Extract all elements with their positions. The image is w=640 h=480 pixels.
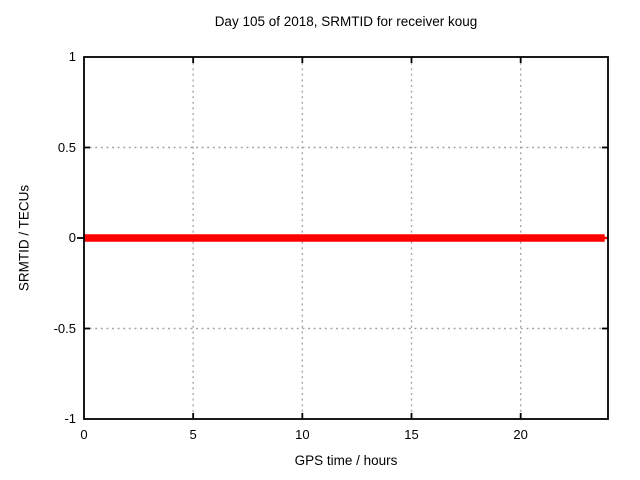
x-axis-title: GPS time / hours	[294, 453, 398, 468]
x-tick-label: 20	[513, 427, 528, 442]
x-tick-label: 5	[189, 427, 197, 442]
x-tick-label: 10	[295, 427, 310, 442]
chart-title: Day 105 of 2018, SRMTID for receiver kou…	[214, 14, 478, 29]
y-tick-label: -1	[64, 411, 76, 426]
x-tick-label: 0	[80, 427, 88, 442]
y-tick-label: 1	[68, 49, 76, 64]
y-tick-label: 0.5	[57, 139, 76, 155]
x-tick-label: 15	[404, 427, 419, 442]
y-tick-label: -0.5	[53, 320, 76, 336]
y-tick-label: 0	[68, 230, 76, 245]
